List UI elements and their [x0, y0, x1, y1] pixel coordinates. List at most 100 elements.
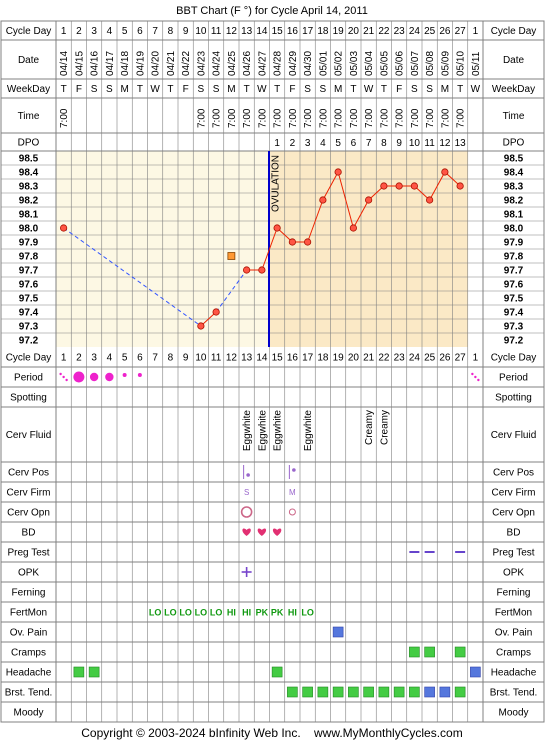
temp-point — [273, 224, 281, 232]
headache-marker — [470, 666, 481, 678]
date-label: 04/15 — [74, 51, 85, 76]
bd-heart-icon — [272, 528, 282, 536]
row-label-preg-test: Preg Test — [7, 548, 49, 559]
row-label-right-fertmon: FertMon — [495, 608, 532, 619]
row-label-right-cerv-fluid: Cerv Fluid — [491, 430, 537, 441]
cycle-day-number: 26 — [439, 26, 451, 37]
cycle-day-number-bottom: 12 — [226, 353, 238, 364]
row-label-right-headache: Headache — [491, 668, 537, 679]
y-tick-label-right: 97.2 — [504, 336, 524, 347]
y-tick-label: 97.3 — [19, 322, 39, 333]
row-label-cerv-opn: Cerv Opn — [7, 508, 50, 519]
date-label: 04/16 — [90, 51, 101, 76]
row-label-right-cerv-firm: Cerv Firm — [492, 488, 536, 499]
time-label: 7:00 — [410, 108, 421, 128]
time-label: 7:00 — [212, 108, 223, 128]
temp-point — [349, 224, 357, 232]
time-label: 7:00 — [395, 108, 406, 128]
cycle-day-number-bottom: 16 — [287, 353, 299, 364]
cycle-day-number-bottom: 17 — [302, 353, 314, 364]
ovulation-label: OVULATION — [271, 155, 282, 212]
cycle-day-number: 19 — [333, 26, 345, 37]
weekday-label: M — [334, 84, 342, 95]
cycle-day-number-bottom: 14 — [256, 353, 268, 364]
y-tick-label: 97.6 — [19, 280, 39, 291]
weekday-label: T — [457, 84, 463, 95]
cerv-pos-dot — [246, 473, 250, 477]
bd-heart-icon — [257, 528, 267, 536]
weekday-label: T — [350, 84, 356, 95]
temp-point — [212, 308, 220, 316]
cycle-day-number-bottom: 24 — [409, 353, 421, 364]
row-label-right-period: Period — [499, 373, 528, 384]
row-label-moody: Moody — [13, 708, 43, 719]
time-label: 7:00 — [273, 108, 284, 128]
row-label-date: Date — [18, 55, 40, 66]
period-marker — [122, 373, 127, 377]
weekday-label: W — [150, 84, 160, 95]
temp-line-segment — [215, 269, 248, 313]
period-spotting-dot — [59, 372, 62, 376]
temp-line-segment — [63, 227, 202, 327]
cycle-day-number: 13 — [241, 26, 253, 37]
weekday-label: S — [426, 84, 433, 95]
cycle-day-number: 24 — [409, 26, 421, 37]
cycle-day-number-bottom: 18 — [317, 353, 329, 364]
copyright-footer: Copyright © 2003-2024 bInfinity Web Inc.… — [81, 726, 462, 740]
weekday-label: W — [364, 84, 374, 95]
row-label-right-dpo: DPO — [503, 138, 525, 149]
temp-line-segment — [352, 199, 370, 229]
label-layer: Cycle Day Cycle Day Date Date WeekDay WeekDay… — [5, 26, 538, 719]
date-label: 05/07 — [410, 51, 421, 76]
y-tick-label-right: 97.5 — [504, 294, 524, 305]
fertmon-reading: LO — [164, 608, 177, 618]
time-label: 7:00 — [456, 108, 467, 128]
period-spotting-dot — [477, 378, 480, 382]
temp-point — [441, 168, 449, 176]
period-marker — [89, 372, 99, 382]
date-label: 05/03 — [349, 51, 360, 76]
y-tick-label: 97.8 — [19, 252, 39, 263]
brst-tend-marker — [378, 686, 390, 698]
dpo-label: 9 — [396, 138, 402, 149]
cramps-marker — [409, 646, 420, 658]
cramps-marker — [424, 646, 435, 658]
time-label: 7:00 — [227, 108, 238, 128]
dpo-label: 11 — [424, 138, 435, 149]
y-tick-label-right: 97.4 — [504, 308, 524, 319]
date-label: 04/14 — [59, 51, 70, 76]
cycle-day-number-bottom: 25 — [424, 353, 436, 364]
row-label-ferning: Ferning — [12, 588, 46, 599]
cycle-day-number-bottom: 21 — [363, 353, 375, 364]
cerv-opn-circle — [240, 506, 253, 518]
row-label-right-weekday: WeekDay — [492, 84, 535, 95]
row-label-right-ferning: Ferning — [497, 588, 531, 599]
cycle-day-number-bottom: 23 — [394, 353, 406, 364]
cycle-day-number: 14 — [256, 26, 268, 37]
cycle-day-number-bottom: 13 — [241, 353, 253, 364]
weekday-label: F — [396, 84, 402, 95]
y-tick-label: 97.4 — [19, 308, 39, 319]
cycle-day-number-bottom: 27 — [455, 353, 467, 364]
y-tick-label-right: 98.5 — [504, 154, 524, 165]
temp-point — [365, 196, 373, 204]
y-tick-label: 98.4 — [19, 168, 39, 179]
y-tick-label-right: 98.0 — [504, 224, 524, 235]
row-label-fertmon: FertMon — [10, 608, 47, 619]
cycle-day-number-bottom: 11 — [211, 353, 222, 364]
time-label: 7:00 — [425, 108, 436, 128]
temp-point — [410, 182, 418, 190]
time-label: 7:00 — [303, 108, 314, 128]
cycle-day-number-bottom: 6 — [137, 353, 143, 364]
headache-marker — [271, 666, 283, 678]
date-label: 05/05 — [379, 51, 390, 76]
y-tick-label: 98.2 — [19, 196, 39, 207]
period-spotting-dot — [471, 372, 474, 376]
y-tick-label-right: 98.3 — [504, 182, 524, 193]
row-label-right-time: Time — [503, 111, 525, 122]
row-label-ov-pain: Ov. Pain — [10, 628, 48, 639]
date-label: 05/06 — [395, 51, 406, 76]
row-label-headache: Headache — [6, 668, 52, 679]
row-label-right-date: Date — [503, 55, 525, 66]
